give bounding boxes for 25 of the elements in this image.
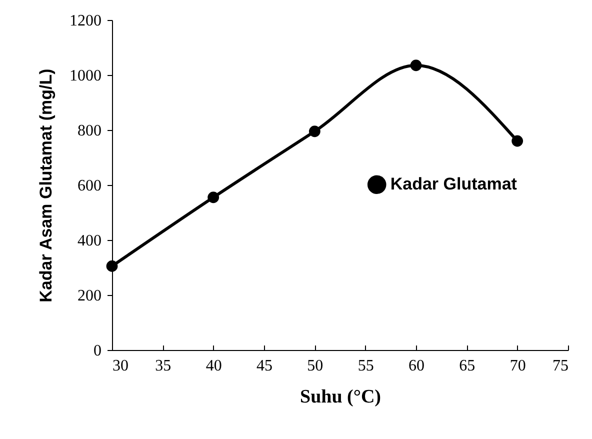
point — [308, 126, 320, 138]
y-tick-label: 1000 — [70, 68, 102, 84]
x-axis-title: Suhu (°C) — [300, 386, 381, 408]
y-tick-label: 0 — [94, 342, 102, 360]
y-axis-title: Kadar Asam Glutamat (mg/L) — [36, 68, 56, 302]
y-tick-label: 600 — [78, 178, 102, 194]
x-tick-label: 40 — [206, 358, 222, 374]
y-tick-label: 1200 — [70, 12, 102, 30]
y-tick-label: 800 — [78, 122, 102, 140]
point — [208, 192, 220, 204]
point — [512, 135, 524, 147]
x-tick-label: 65 — [459, 358, 476, 374]
x-tick-label: 70 — [510, 358, 526, 374]
x-tick-label: 45 — [256, 358, 272, 374]
x-tick-label: 55 — [358, 358, 374, 374]
x-tick-label: 60 — [408, 358, 424, 374]
point — [106, 260, 118, 272]
y-tick-label: 200 — [78, 288, 102, 304]
x-tick-label: 30 — [112, 358, 128, 374]
legend-label: Kadar Glutamat — [390, 174, 518, 194]
y-tick-label: 400 — [78, 232, 102, 250]
point — [410, 60, 422, 72]
x-tick-label: 50 — [307, 358, 324, 374]
x-tick-label: 75 — [552, 358, 568, 374]
x-tick-label: 35 — [155, 358, 172, 374]
